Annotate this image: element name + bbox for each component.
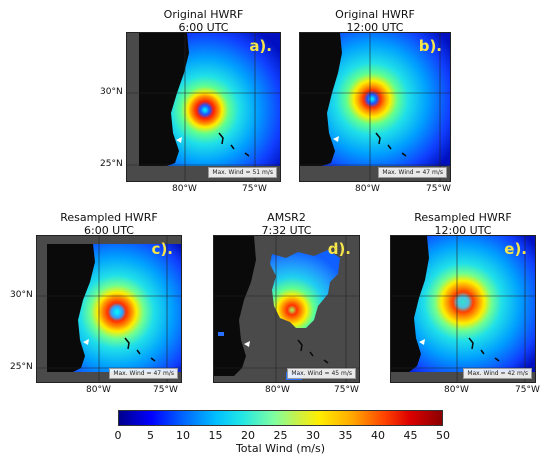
colorbar-tick: 40 <box>371 429 385 442</box>
colorbar <box>118 410 443 426</box>
panel-c-title-line2: 6:00 UTC <box>83 224 134 237</box>
panel-d-max-wind: Max. Wind = 45 m/s <box>287 368 356 379</box>
panel-c-max-wind: Max. Wind = 47 m/s <box>109 368 178 379</box>
panel-c-lat-25: 25°N <box>10 362 33 372</box>
panel-d-lon-80: 80°W <box>265 385 290 395</box>
panel-e-label: e). <box>504 240 527 258</box>
panel-a-lon-75: 75°W <box>242 184 267 194</box>
panel-a-lat-30: 30°N <box>100 87 123 97</box>
colorbar-tick: 35 <box>338 429 353 442</box>
panel-b-title: Original HWRF 12:00 UTC <box>299 8 451 34</box>
panel-e-max-wind: Max. Wind = 42 m/s <box>463 368 532 379</box>
panel-c-title-line1: Resampled HWRF <box>60 211 158 224</box>
panel-e-title-line2: 12:00 UTC <box>434 224 492 237</box>
panel-b-title-line2: 12:00 UTC <box>346 21 404 34</box>
panel-a-lon-80: 80°W <box>172 184 197 194</box>
panel-a-label: a). <box>249 37 272 55</box>
panel-a-title-line2: 6:00 UTC <box>178 21 229 34</box>
colorbar-tick: 10 <box>176 429 190 442</box>
panel-b-map: b). Max. Wind = 47 m/s <box>299 32 451 182</box>
panel-b-lon-75: 75°W <box>426 184 451 194</box>
panel-e-map: e). Max. Wind = 42 m/s <box>390 235 536 383</box>
panel-b-title-line1: Original HWRF <box>335 8 415 21</box>
panel-c-title: Resampled HWRF 6:00 UTC <box>36 211 182 237</box>
panel-c-lat-30: 30°N <box>10 290 33 300</box>
panel-a-map: a). Max. Wind = 51 m/s <box>126 32 281 182</box>
panel-e-lon-75: 75°W <box>515 385 540 395</box>
panel-b-lon-80: 80°W <box>355 184 380 194</box>
colorbar-tick: 0 <box>114 429 122 442</box>
panel-d-map: d). Max. Wind = 45 m/s <box>213 235 360 383</box>
colorbar-tick: 20 <box>241 429 255 442</box>
panel-d-label: d). <box>327 240 351 258</box>
colorbar-tick: 25 <box>273 429 288 442</box>
colorbar-tick: 15 <box>208 429 223 442</box>
panel-a-lat-25: 25°N <box>100 159 123 169</box>
panel-d-title-line1: AMSR2 <box>267 211 306 224</box>
panel-e-title: Resampled HWRF 12:00 UTC <box>390 211 536 237</box>
panel-d-title-line2: 7:32 UTC <box>261 224 312 237</box>
colorbar-tick: 5 <box>147 429 154 442</box>
colorbar-tick: 45 <box>403 429 418 442</box>
colorbar-tick: 50 <box>436 429 450 442</box>
panel-e-title-line1: Resampled HWRF <box>414 211 512 224</box>
panel-c-map: c). Max. Wind = 47 m/s <box>36 235 182 383</box>
panel-a-title: Original HWRF 6:00 UTC <box>126 8 281 34</box>
panel-c-lon-75: 75°W <box>153 385 178 395</box>
panel-d-title: AMSR2 7:32 UTC <box>213 211 360 237</box>
panel-a-max-wind: Max. Wind = 51 m/s <box>208 167 277 178</box>
panel-b-max-wind: Max. Wind = 47 m/s <box>378 167 447 178</box>
panel-b-label: b). <box>418 37 442 55</box>
colorbar-label: Total Wind (m/s) <box>235 442 326 455</box>
panel-c-lon-80: 80°W <box>86 385 111 395</box>
panel-a-title-line1: Original HWRF <box>163 8 244 21</box>
panel-e-lon-80: 80°W <box>444 385 469 395</box>
panel-d-lon-75: 75°W <box>334 385 359 395</box>
colorbar-tick: 30 <box>306 429 320 442</box>
panel-c-label: c). <box>151 240 173 258</box>
